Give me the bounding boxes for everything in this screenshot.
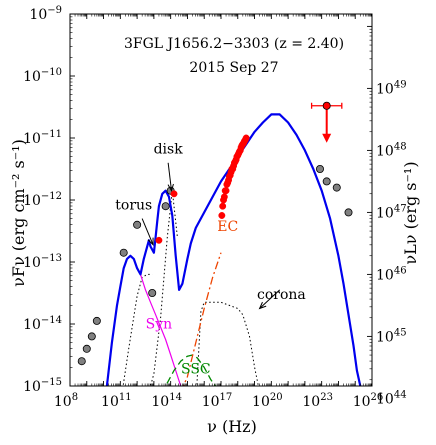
y-tick-label: 10−14 [23, 315, 62, 333]
y2-tick-label: 1048 [376, 141, 407, 159]
disk-arrow-head [167, 183, 174, 192]
total-model-line [105, 113, 362, 386]
annotation-ec: EC [217, 219, 238, 235]
chart-title: 3FGL J1656.2−3303 (z = 2.40) [124, 36, 344, 52]
ec-line [182, 252, 222, 386]
observed-point [219, 202, 227, 210]
synchrotron-line [139, 274, 182, 386]
data-points [77, 101, 353, 366]
y-tick-label: 10−12 [23, 191, 62, 209]
archival-point [87, 332, 96, 341]
axes [69, 13, 373, 387]
corona-line [196, 301, 259, 386]
y-tick-exponent: −15 [41, 377, 62, 388]
archival-point [119, 248, 128, 257]
observed-point [220, 193, 228, 201]
corona-arrow [259, 289, 281, 309]
y-tick-label: 10−9 [29, 5, 62, 23]
archival-point [322, 177, 331, 186]
x-tick-exponent: 26 [371, 392, 384, 403]
x-tick-exponent: 17 [220, 392, 233, 403]
x-tick-exponent: 23 [320, 392, 333, 403]
x-tick-label: 1014 [151, 392, 182, 410]
annotation-disk: disk [154, 142, 184, 158]
upper-limit-arrow-head [322, 133, 332, 143]
y2-tick-exponent: 45 [394, 327, 407, 338]
y-tick-label: 10−10 [23, 67, 62, 85]
upper-limit-point [322, 101, 331, 110]
y-tick-exponent: −11 [41, 129, 62, 140]
archival-point [92, 316, 101, 325]
x-tick-label: 108 [54, 392, 78, 410]
y2-tick-label: 1046 [376, 265, 407, 283]
archival-point [148, 288, 157, 297]
x-tick-exponent: 8 [72, 392, 78, 403]
observed-point [218, 212, 226, 219]
x-tick-exponent: 20 [270, 392, 283, 403]
observed-point [170, 190, 178, 198]
archival-point [332, 183, 341, 192]
torus-arrow [141, 218, 154, 245]
chart-text: 3FGL J1656.2−3303 (z = 2.40) 2015 Sep 27… [9, 5, 420, 436]
archival-point [133, 220, 142, 229]
x-axis-label: ν (Hz) [207, 417, 257, 436]
x-tick-label: 1011 [101, 392, 132, 410]
y2-axis-label: νLν (erg s⁻¹) [401, 161, 420, 264]
y2-tick-exponent: 47 [394, 203, 407, 214]
x-tick-exponent: 11 [119, 392, 132, 403]
x-tick-label: 1020 [252, 392, 283, 410]
x-tick-label: 1023 [302, 392, 333, 410]
y2-tick-exponent: 44 [394, 389, 407, 400]
y-tick-label: 10−11 [23, 129, 62, 147]
torus-arrow-head [147, 237, 154, 246]
annotation-corona: corona [257, 287, 306, 303]
disk-thermal-line [150, 190, 178, 386]
y-tick-exponent: −12 [41, 191, 62, 202]
y2-tick-label: 1049 [376, 79, 407, 97]
archival-point [82, 344, 91, 353]
archival-point [315, 164, 324, 173]
annotation-torus: torus [115, 197, 152, 213]
y-tick-exponent: −13 [41, 253, 62, 264]
archival-point [77, 357, 86, 366]
annotation-syn: Syn [146, 316, 173, 332]
x-tick-label: 1017 [202, 392, 233, 410]
y2-tick-label: 1045 [376, 327, 407, 345]
chart-subtitle: 2015 Sep 27 [189, 60, 278, 76]
y2-tick-label: 1044 [376, 389, 407, 407]
y-tick-exponent: −14 [41, 315, 62, 326]
y2-tick-exponent: 46 [394, 265, 407, 276]
y-tick-label: 10−13 [23, 253, 62, 271]
y-axis-label: νFν (erg cm⁻² s⁻¹) [9, 139, 28, 287]
y-tick-exponent: −9 [47, 5, 62, 16]
annotation-ssc: SSC [181, 362, 211, 378]
observed-point [155, 236, 163, 244]
corona-arrow-head [258, 301, 267, 310]
observed-point [242, 134, 250, 142]
y2-tick-exponent: 49 [394, 79, 407, 90]
observed-point [222, 187, 230, 195]
y-tick-exponent: −10 [41, 67, 62, 78]
model-curves [105, 113, 362, 386]
archival-point [344, 208, 353, 217]
y2-tick-exponent: 48 [394, 141, 407, 152]
x-tick-exponent: 14 [169, 392, 182, 403]
archival-point [161, 202, 170, 211]
y-tick-label: 10−15 [23, 377, 62, 395]
disk-arrow [167, 162, 173, 191]
